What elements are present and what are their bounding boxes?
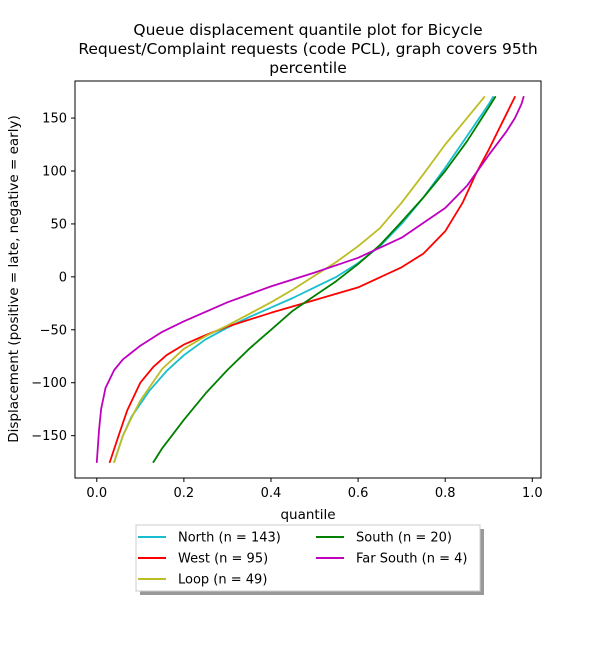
series-line-1 — [108, 96, 516, 464]
x-tick-label: 0.0 — [86, 486, 107, 501]
series-line-4 — [95, 96, 525, 464]
x-tick-label: 0.6 — [348, 486, 369, 501]
y-tick-label: 150 — [42, 112, 67, 127]
x-axis-ticks: 0.0 0.2 0.4 0.6 0.8 1.0 — [86, 478, 543, 501]
legend: North (n = 143) West (n = 95) Loop (n = 49… — [135, 524, 484, 595]
y-tick-label: 50 — [50, 217, 67, 232]
x-axis-label: quantile — [280, 507, 335, 523]
legend-box — [135, 524, 481, 592]
legend-label-4: Far South (n = 4) — [356, 552, 467, 567]
x-tick-label: 0.2 — [174, 486, 195, 501]
legend-label-1: West (n = 95) — [178, 552, 268, 567]
series-line-0 — [113, 96, 495, 464]
y-axis-ticks: 150 100 50 0 −50 −100 −150 — [31, 112, 75, 444]
legend-label-3: South (n = 20) — [356, 531, 452, 546]
y-tick-label: −50 — [40, 323, 67, 338]
legend-label-0: North (n = 143) — [178, 531, 281, 546]
legend-entries: North (n = 143) West (n = 95) Loop (n = 49… — [138, 531, 467, 588]
y-tick-label: 0 — [59, 270, 67, 285]
legend-label-2: Loop (n = 49) — [178, 573, 267, 588]
series-line-3 — [152, 96, 497, 464]
series-line-2 — [113, 96, 486, 464]
y-axis-label: Displacement (positive = late, negative … — [6, 115, 22, 443]
x-tick-label: 0.4 — [261, 486, 282, 501]
chart-title-line-3: percentile — [269, 59, 347, 77]
y-tick-label: −150 — [31, 429, 67, 444]
plot-frame — [74, 80, 542, 479]
plot-area — [95, 96, 525, 464]
x-tick-label: 0.8 — [435, 486, 456, 501]
chart-title-line-2: Request/Complaint requests (code PCL), g… — [78, 40, 537, 58]
x-tick-label: 1.0 — [522, 486, 543, 501]
y-tick-label: 100 — [42, 164, 67, 179]
y-tick-label: −100 — [31, 376, 67, 391]
chart-title-line-1: Queue displacement quantile plot for Bic… — [133, 21, 482, 39]
